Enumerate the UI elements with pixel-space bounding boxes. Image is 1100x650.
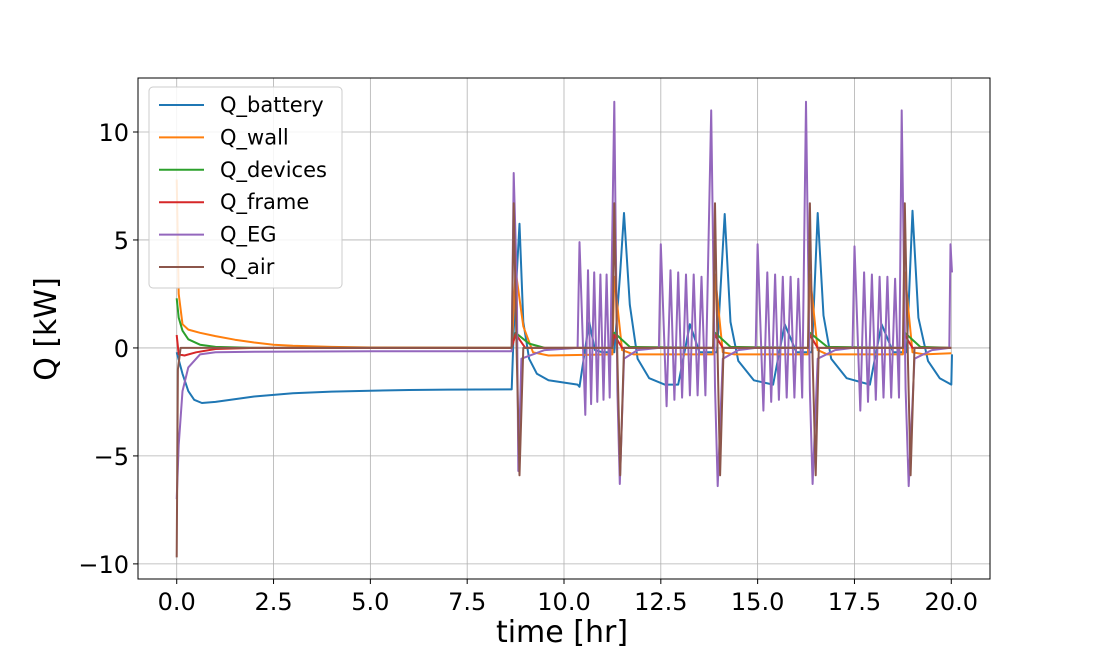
x-axis-title: time [hr] [496, 615, 628, 650]
x-axis-ticks: 0.0 2.5 5.0 7.5 10.0 12.5 15.0 17.5 20.0 [158, 579, 978, 616]
x-tick-label: 5.0 [351, 588, 389, 616]
x-tick-label: 0.0 [158, 588, 196, 616]
legend-label: Q_frame [220, 190, 309, 215]
legend: Q_battery Q_wall Q_devices Q_frame Q_EG Q_air [148, 86, 343, 289]
series-line-q-battery [175, 209, 953, 404]
y-tick-label: 0 [114, 335, 129, 363]
plot-series [175, 100, 953, 558]
series-line-q-eg [175, 100, 953, 500]
legend-label: Q_wall [220, 125, 289, 150]
y-axis-title: Q [kW] [29, 277, 64, 381]
legend-label: Q_EG [220, 223, 277, 248]
x-tick-label: 10.0 [537, 588, 590, 616]
x-tick-label: 20.0 [925, 588, 978, 616]
x-tick-label: 15.0 [731, 588, 784, 616]
y-tick-label: 5 [114, 227, 129, 255]
series-line-q-air [175, 202, 952, 558]
legend-label: Q_devices [220, 158, 327, 183]
y-tick-label: −5 [94, 443, 129, 471]
x-tick-label: 7.5 [448, 588, 486, 616]
series-line-q-wall [175, 179, 952, 357]
x-tick-label: 12.5 [634, 588, 687, 616]
y-axis-ticks: −10 −5 0 5 10 [78, 119, 138, 579]
x-tick-label: 17.5 [828, 588, 881, 616]
grid-lines [138, 78, 990, 579]
legend-label: Q_air [220, 255, 275, 280]
legend-label: Q_battery [220, 93, 324, 118]
y-tick-label: 10 [98, 119, 129, 147]
x-tick-label: 2.5 [254, 588, 292, 616]
y-tick-label: −10 [78, 551, 129, 579]
